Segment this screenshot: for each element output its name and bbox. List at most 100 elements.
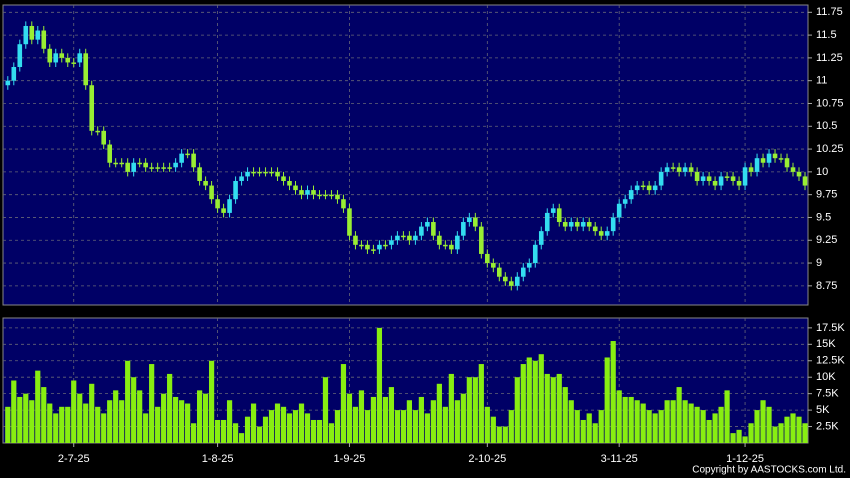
candle-body <box>131 162 136 172</box>
candle-body <box>23 25 29 45</box>
volume-bar <box>370 396 377 443</box>
candle-body <box>604 231 610 236</box>
candle-body <box>652 185 658 191</box>
volume-bar <box>304 413 311 443</box>
volume-bar <box>334 410 341 443</box>
candle-body <box>41 30 47 49</box>
candle-body <box>281 176 286 181</box>
volume-bar <box>220 419 227 443</box>
y-tick-label: 11.75 <box>816 6 843 18</box>
x-tick-label: 1-8-25 <box>202 453 234 465</box>
volume-bar <box>5 406 11 443</box>
volume-bar <box>502 426 508 443</box>
candle-body <box>383 244 388 247</box>
volume-bar <box>424 413 430 443</box>
candle-body <box>437 235 442 245</box>
volume-bar <box>568 400 574 443</box>
volume-bar <box>131 377 137 443</box>
candle-body <box>724 176 730 178</box>
volume-bar <box>628 396 634 443</box>
candle-body <box>736 180 742 186</box>
candle-body <box>425 222 430 227</box>
candle-body <box>664 167 670 172</box>
candle-body <box>622 199 628 204</box>
y-tick-label: 10.25 <box>816 143 844 155</box>
volume-bar <box>23 393 29 443</box>
candle-body <box>203 180 208 186</box>
volume-bar <box>202 393 209 443</box>
candle-body <box>467 217 472 223</box>
volume-bar <box>382 396 389 443</box>
volume-bar <box>460 393 466 443</box>
volume-bar <box>694 406 700 443</box>
candle-body <box>377 244 382 250</box>
y-tick-label: 10.75 <box>816 97 844 109</box>
volume-bar <box>472 377 478 443</box>
candle-body <box>155 167 160 169</box>
x-tick-label: 1-9-25 <box>334 453 366 465</box>
candle-body <box>395 235 400 241</box>
candle-body <box>233 180 238 200</box>
volume-bar <box>796 416 802 443</box>
volume-bar <box>688 403 694 443</box>
volume-bar <box>47 403 53 443</box>
volume-bar <box>508 410 514 443</box>
volume-bar <box>418 396 424 443</box>
volume-bar <box>322 377 329 443</box>
volume-bar <box>430 400 436 443</box>
candle-body <box>742 167 748 186</box>
candle-body <box>83 53 89 86</box>
candle-body <box>646 185 652 191</box>
volume-bar <box>748 423 754 443</box>
volume-bar <box>232 423 239 443</box>
volume-bar <box>610 341 616 443</box>
volume-bar <box>544 373 550 443</box>
candle-body <box>598 231 604 236</box>
candle-body <box>65 57 71 63</box>
volume-bar <box>406 400 412 443</box>
candle-body <box>185 153 190 156</box>
volume-bar <box>592 423 598 443</box>
volume-bar <box>724 390 730 443</box>
candle-body <box>389 240 394 245</box>
candle-body <box>550 208 556 213</box>
candle-body <box>455 235 460 250</box>
candle-body <box>479 226 484 254</box>
volume-bar <box>143 413 149 443</box>
candle-body <box>544 212 550 232</box>
candle-body <box>508 281 514 286</box>
candle-body <box>77 53 83 63</box>
volume-bar <box>244 416 251 443</box>
candle-body <box>718 176 724 186</box>
candle-body <box>784 158 790 168</box>
volume-bar <box>11 380 17 443</box>
candle-body <box>113 162 118 165</box>
volume-bar <box>185 403 191 443</box>
volume-bar <box>113 390 119 443</box>
candle-body <box>119 162 124 165</box>
y-tick-label: 11.5 <box>816 29 837 41</box>
volume-bar <box>484 406 490 443</box>
candle-body <box>670 167 676 169</box>
candle-body <box>790 167 796 172</box>
volume-bar <box>250 403 257 443</box>
candle-body <box>640 185 646 188</box>
volume-bar <box>394 410 401 443</box>
volume-bar <box>119 400 125 443</box>
volume-bar <box>622 396 628 443</box>
volume-bar <box>226 400 233 443</box>
candle-body <box>712 180 718 186</box>
volume-bar <box>101 413 107 443</box>
volume-bar <box>754 410 760 443</box>
candle-body <box>592 226 598 232</box>
candle-body <box>143 162 148 168</box>
candle-body <box>449 244 454 250</box>
y-tick-label: 5K <box>816 404 830 416</box>
candle-body <box>251 171 256 174</box>
volume-bar <box>598 410 604 443</box>
candle-body <box>317 194 322 197</box>
volume-bar <box>179 400 185 443</box>
candle-body <box>766 153 772 163</box>
volume-bar <box>83 403 89 443</box>
x-tick-label: 2-7-25 <box>58 453 90 465</box>
